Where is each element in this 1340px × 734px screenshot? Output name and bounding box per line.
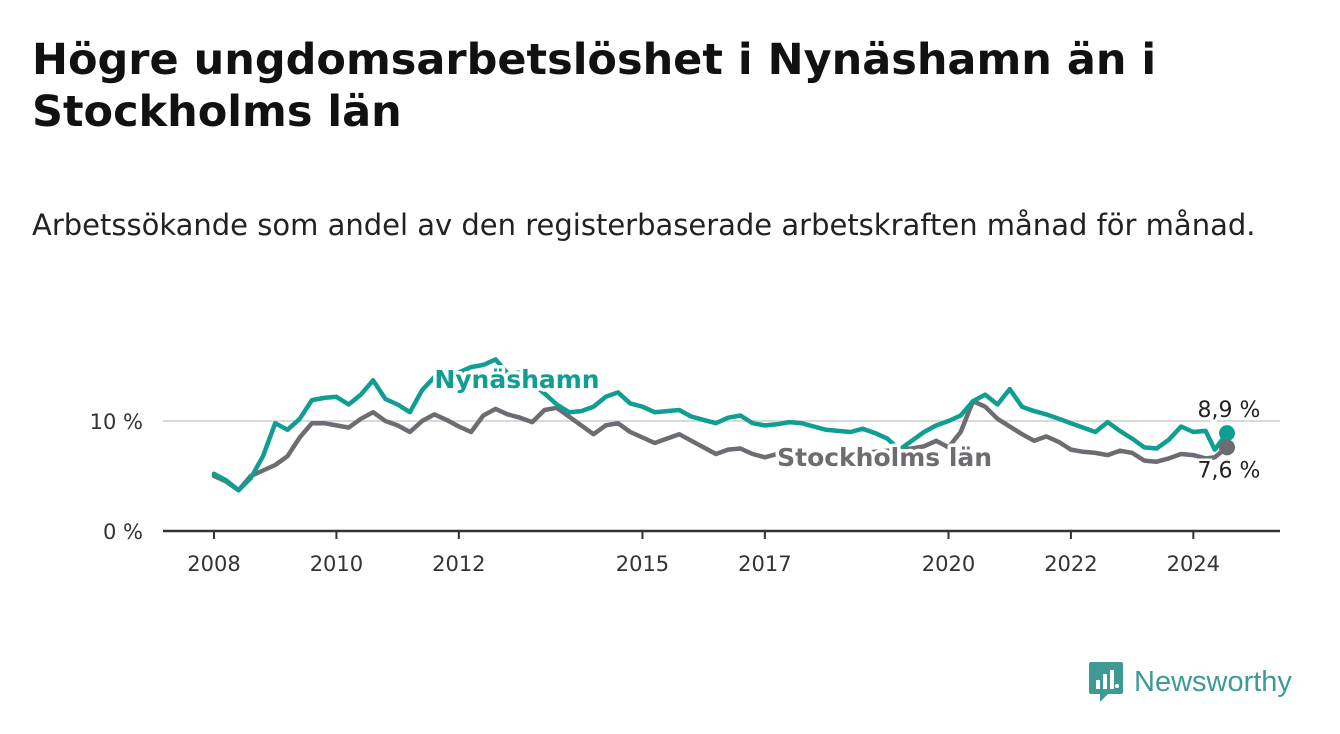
- series-line-stockholms-lan: [211, 398, 1230, 493]
- endpoint-stockholms-lan: [1219, 439, 1235, 456]
- y-tick-label: 0 %: [103, 520, 143, 544]
- chart-title: Högre ungdomsarbetslöshet i Nynäshamn än…: [32, 35, 1157, 137]
- series-line-nynashamn: [211, 357, 1230, 493]
- series-label-stockholms-lan: Stockholms län: [777, 443, 992, 472]
- x-tick-label: 2012: [432, 552, 485, 576]
- x-tick-label: 2010: [310, 552, 363, 576]
- y-tick-label: 10 %: [90, 410, 143, 434]
- chart-subtitle: Arbetssökande som andel av den registerb…: [32, 208, 1256, 242]
- x-tick-label: 2015: [616, 552, 669, 576]
- newsworthy-logo[interactable]: Newsworthy: [1088, 660, 1292, 704]
- end-label-stockholms-lan: 7,6 %: [1198, 458, 1261, 483]
- newsworthy-wordmark: Newsworthy: [1134, 665, 1292, 698]
- end-label-nynashamn: 8,9 %: [1198, 398, 1261, 423]
- x-tick-label: 2022: [1044, 552, 1097, 576]
- endpoint-nynashamn: [1219, 425, 1235, 442]
- x-tick-label: 2020: [922, 552, 975, 576]
- series-label-nynashamn: Nynäshamn: [434, 365, 599, 394]
- x-tick-label: 2024: [1167, 552, 1220, 576]
- x-tick-label: 2008: [187, 552, 240, 576]
- newsworthy-logo-icon: [1089, 662, 1123, 702]
- x-tick-label: 2017: [738, 552, 791, 576]
